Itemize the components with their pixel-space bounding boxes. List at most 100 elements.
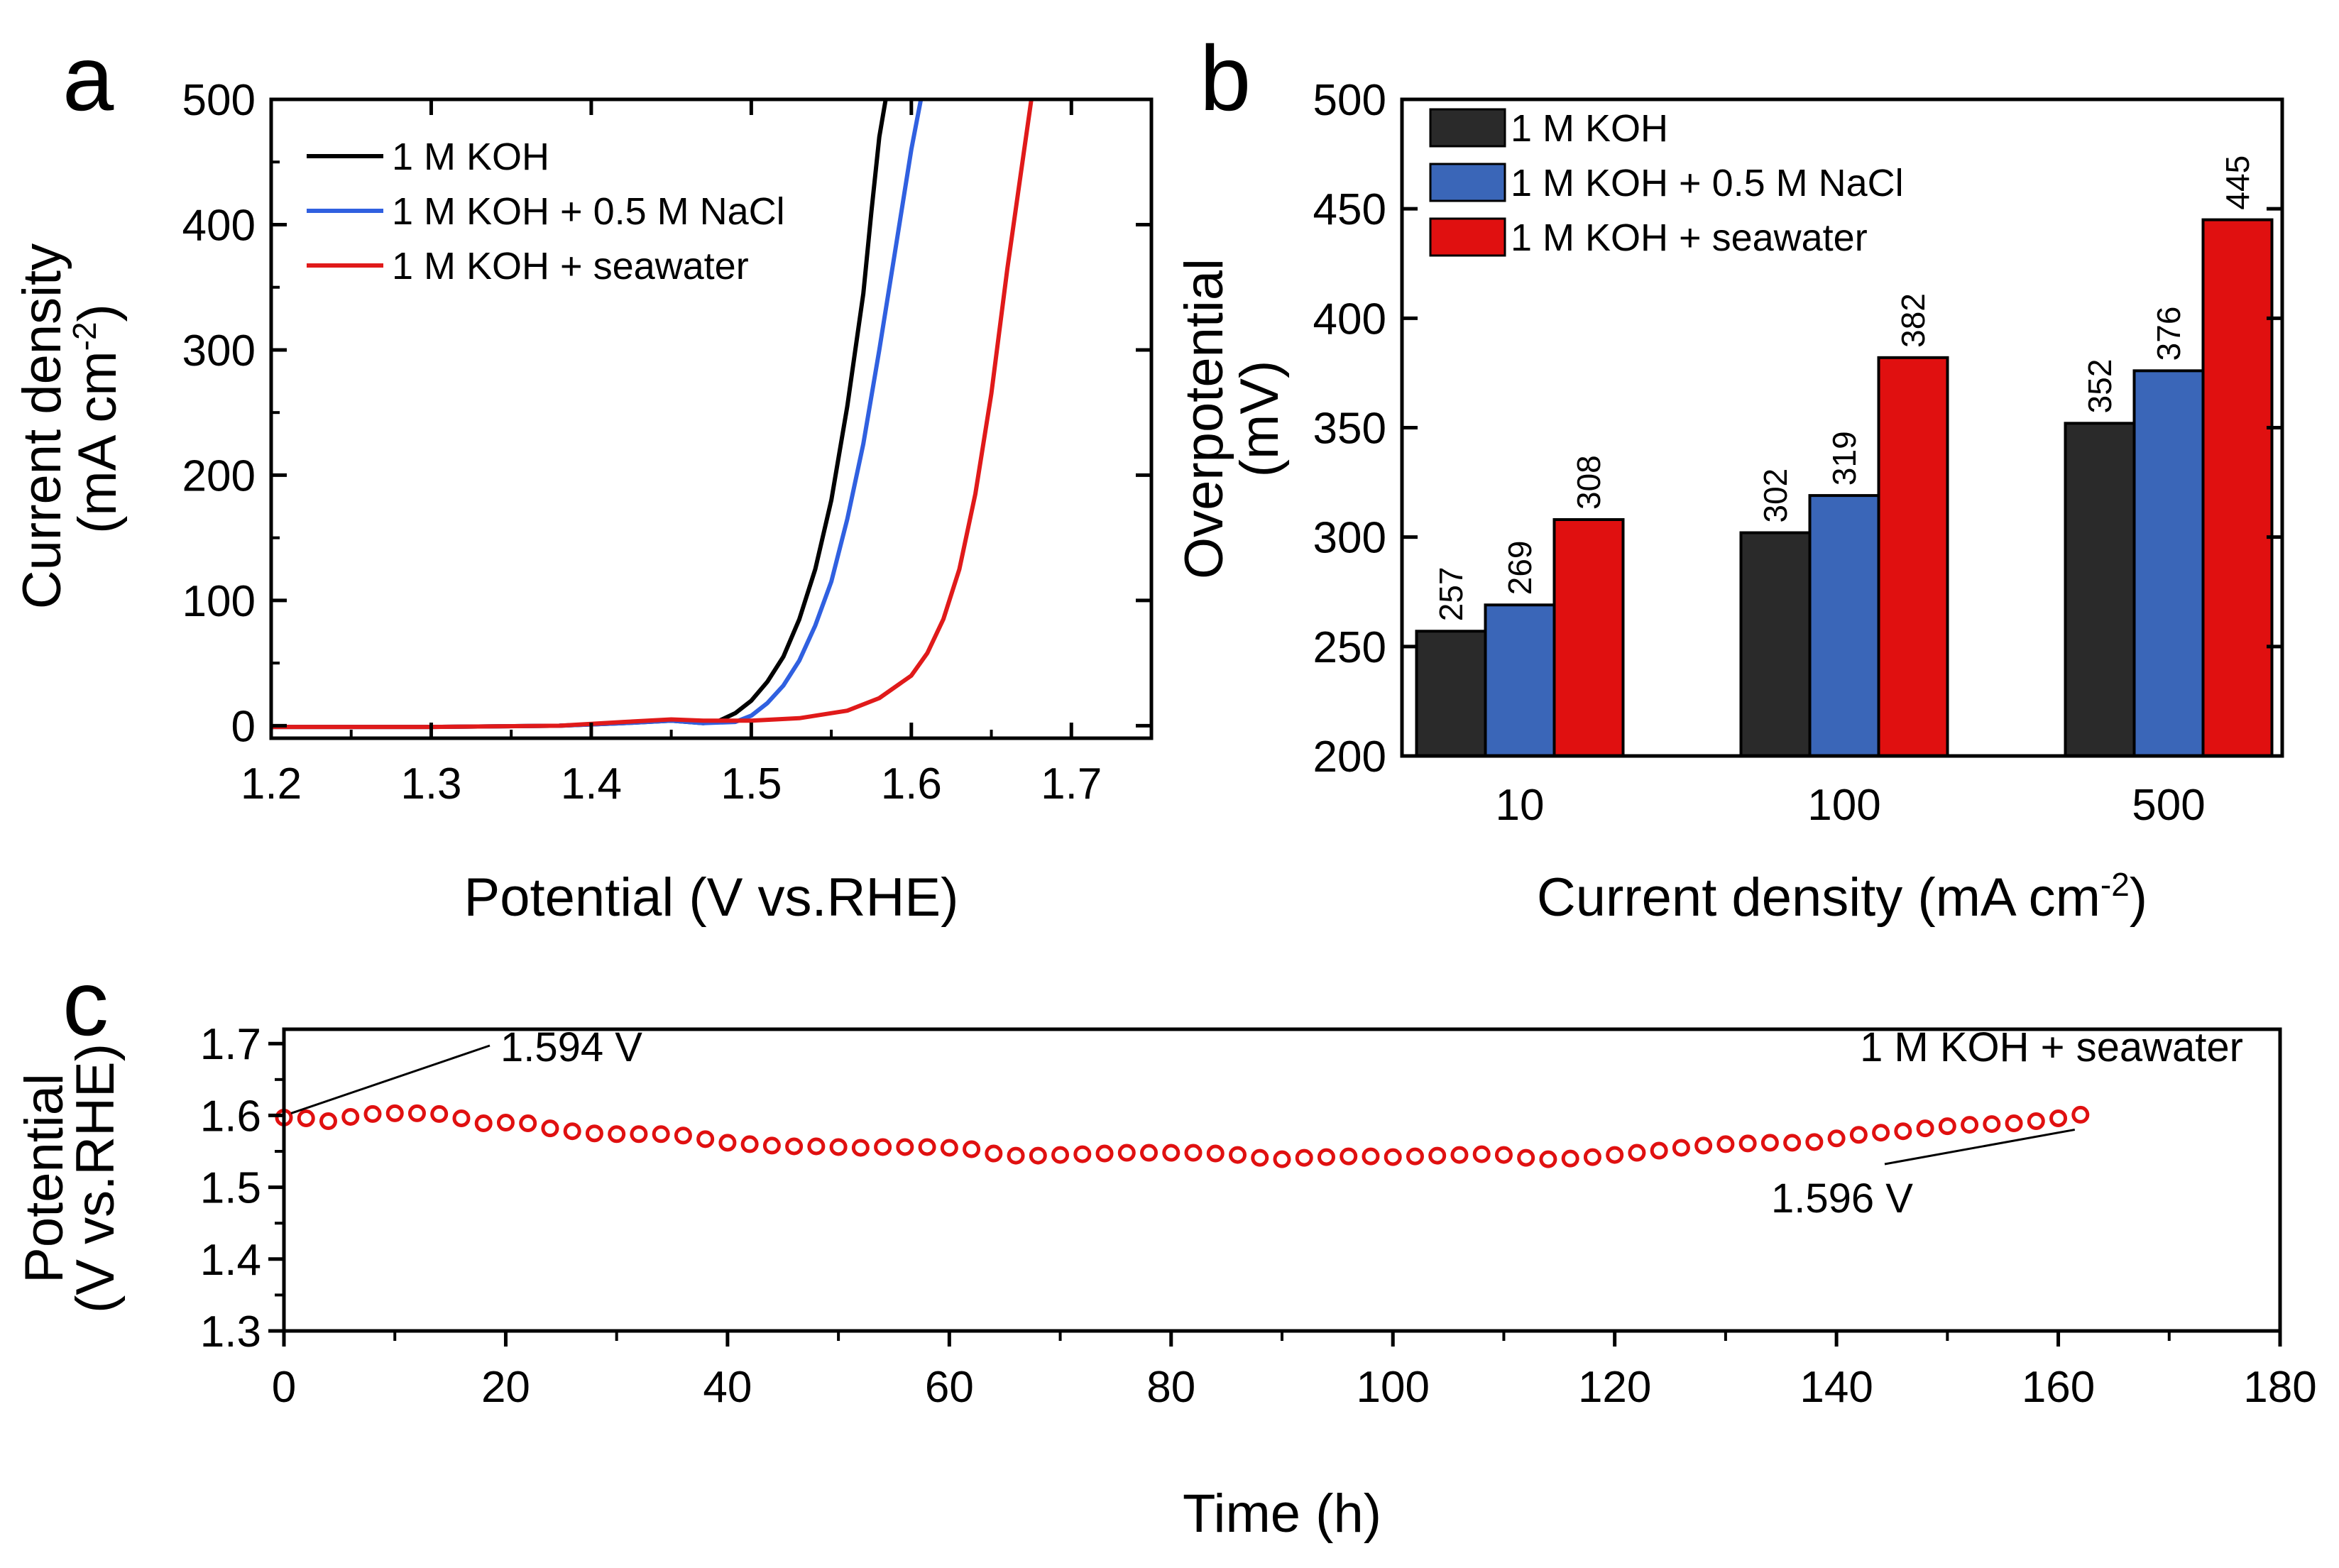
panel-a-y-axis-title-line1: Current density xyxy=(12,243,72,609)
panel-c-data-point xyxy=(785,1137,804,1156)
panel-c-data-point xyxy=(1295,1148,1313,1167)
panel-c-data-point xyxy=(1894,1122,1912,1141)
panel-a-y-tick-label: 200 xyxy=(182,451,256,500)
panel-c-data-point xyxy=(1095,1144,1114,1163)
panel-b-x-axis-title-sup: -2 xyxy=(2100,866,2130,903)
panel-a-y-tick-label: 0 xyxy=(231,702,256,751)
panel-c-data-point xyxy=(1783,1134,1802,1152)
panel-c-x-tick-label: 20 xyxy=(481,1363,530,1412)
panel-a-legend-label-2: 1 M KOH + 0.5 M NaCl xyxy=(392,190,785,233)
panel-a-x-tick-label: 1.3 xyxy=(400,760,461,808)
panel-c-data-point xyxy=(1450,1146,1469,1164)
panel-c-data-point xyxy=(1561,1149,1579,1168)
panel-b-y-tick-label: 250 xyxy=(1313,623,1386,672)
panel-c-data-point xyxy=(851,1139,870,1157)
panel-b-bar-value-label: 445 xyxy=(2219,155,2256,210)
panel-b-y-axis-title-line2: (mV) xyxy=(1229,361,1290,478)
panel-c-data-point xyxy=(963,1140,981,1158)
panel-c-data-point xyxy=(1805,1133,1824,1151)
panel-c-data-point xyxy=(985,1144,1003,1163)
panel-c-y-tick-label: 1.6 xyxy=(200,1092,261,1141)
panel-c-label: c xyxy=(62,951,109,1055)
panel-b-bar-100-1 xyxy=(1739,531,1812,757)
panel-c-data-point xyxy=(541,1119,559,1138)
panel-c-data-point xyxy=(652,1125,670,1144)
panel-b-legend-swatch-2 xyxy=(1429,163,1506,202)
panel-c-legend-label: 1 M KOH + seawater xyxy=(1860,1024,2243,1070)
panel-c-data-point xyxy=(341,1107,360,1126)
panel-a-series-line-3 xyxy=(271,99,1034,730)
panel-c-data-point xyxy=(1051,1146,1070,1164)
panel-c-data-point xyxy=(1694,1136,1713,1155)
panel-a-y-axis-title-sup: -2 xyxy=(66,322,103,351)
panel-a-x-tick-label: 1.5 xyxy=(721,760,782,808)
panel-a-x-axis-title: Potential (V vs.RHE) xyxy=(464,867,959,928)
panel-b-legend-label-3: 1 M KOH + seawater xyxy=(1511,216,1868,259)
panel-b-bar-100-2 xyxy=(1808,494,1880,757)
panel-b-bar-value-label: 257 xyxy=(1433,567,1469,622)
panel-c-data-point xyxy=(496,1114,515,1132)
panel-c-data-point xyxy=(1494,1146,1513,1164)
panel-c-y-axis-title-line1: Potential xyxy=(14,1073,75,1283)
panel-c-data-point xyxy=(1029,1146,1047,1165)
panel-b-y-tick-label: 400 xyxy=(1313,295,1386,344)
panel-a-y-tick-label: 400 xyxy=(182,201,256,250)
panel-b-y-axis-title: Overpotential(mV) xyxy=(1174,258,1290,579)
panel-c-data-point xyxy=(1184,1144,1203,1162)
panel-b-x-axis-title-close: ) xyxy=(2130,867,2147,928)
panel-c-data-point xyxy=(1406,1147,1424,1166)
panel-b-bar-value-label: 376 xyxy=(2150,307,2187,361)
panel-b-bar-10-2 xyxy=(1484,603,1556,757)
panel-c-data-point xyxy=(1650,1141,1668,1160)
panel-c-data-point xyxy=(1849,1126,1868,1144)
panel-c-x-tick-label: 140 xyxy=(1800,1363,1873,1412)
panel-b-bar-value-label: 319 xyxy=(1826,431,1863,486)
panel-b-legend-label-2: 1 M KOH + 0.5 M NaCl xyxy=(1511,162,1904,204)
panel-c-data-point xyxy=(608,1125,626,1144)
panel-c-y-axis-title: Potential(V vs.RHE) xyxy=(14,1043,126,1313)
panel-c-data-point xyxy=(630,1125,648,1144)
panel-a-y-axis-title: Current density (mA cm-2) xyxy=(12,229,128,609)
panel-b-bar-10-3 xyxy=(1552,518,1625,757)
panel-b-bar-100-3 xyxy=(1877,356,1949,758)
panel-a-y-tick-label: 500 xyxy=(182,76,256,125)
panel-c-data-point xyxy=(1073,1145,1092,1163)
panel-c-data-point xyxy=(1384,1148,1402,1166)
panel-c-data-point xyxy=(874,1138,892,1156)
panel-c-data-point xyxy=(1738,1134,1757,1153)
panel-c-data-point xyxy=(1827,1129,1846,1148)
panel-c-annotation-leader-start xyxy=(290,1044,491,1114)
panel-c-data-point xyxy=(2027,1112,2045,1131)
panel-c-data-point xyxy=(1472,1145,1491,1163)
panel-c-data-point xyxy=(1140,1144,1158,1162)
panel-b-bar-value-label: 302 xyxy=(1757,468,1794,523)
panel-c-data-point xyxy=(740,1135,759,1153)
panel-c-data-point xyxy=(1872,1124,1890,1142)
panel-c-x-tick-label: 120 xyxy=(1578,1363,1651,1412)
panel-c-data-point xyxy=(585,1124,603,1143)
panel-a-plot-frame xyxy=(269,97,1154,740)
panel-b-bar-500-2 xyxy=(2132,369,2205,757)
panel-c-data-point xyxy=(1317,1148,1335,1166)
panel-c-data-point xyxy=(1007,1146,1025,1165)
panel-c-data-point xyxy=(1117,1144,1136,1162)
panel-c-data-point xyxy=(829,1138,848,1156)
panel-c-data-point xyxy=(1606,1146,1624,1164)
panel-c-data-point xyxy=(696,1130,715,1148)
panel-c-x-tick-label: 0 xyxy=(272,1363,296,1412)
panel-c-data-point xyxy=(896,1138,914,1156)
panel-b-y-tick-label: 300 xyxy=(1313,514,1386,563)
panel-c-x-tick-label: 160 xyxy=(2022,1363,2095,1412)
panel-c-data-point xyxy=(297,1109,315,1127)
panel-b-bar-value-label: 269 xyxy=(1501,541,1538,596)
panel-b-x-category-label: 500 xyxy=(2132,781,2205,830)
panel-a-label: a xyxy=(62,26,114,130)
panel-c-data-point xyxy=(1229,1146,1247,1164)
panel-c-data-point xyxy=(474,1114,493,1133)
panel-c-data-point xyxy=(718,1134,737,1152)
panel-c-data-point xyxy=(1716,1135,1735,1153)
panel-b-bar-500-3 xyxy=(2201,218,2274,758)
panel-c-x-tick-label: 40 xyxy=(703,1363,752,1412)
panel-c-annotation-leader-end xyxy=(1884,1128,2076,1166)
